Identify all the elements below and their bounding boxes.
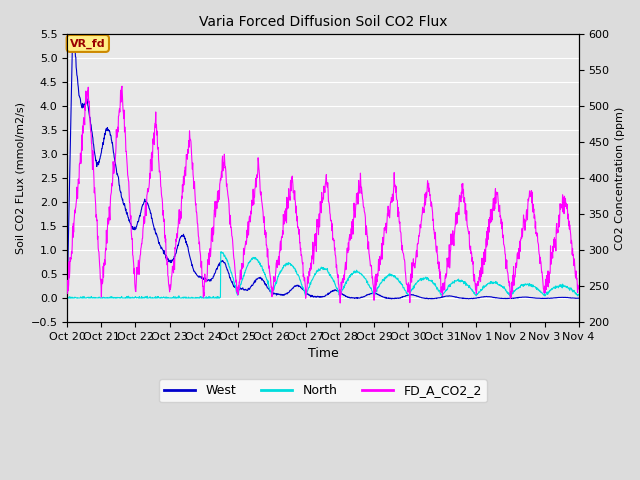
Legend: West, North, FD_A_CO2_2: West, North, FD_A_CO2_2 [159,379,487,402]
Title: Varia Forced Diffusion Soil CO2 Flux: Varia Forced Diffusion Soil CO2 Flux [198,15,447,29]
X-axis label: Time: Time [308,347,339,360]
Y-axis label: CO2 Concentration (ppm): CO2 Concentration (ppm) [615,107,625,250]
Y-axis label: Soil CO2 FLux (mmol/m2/s): Soil CO2 FLux (mmol/m2/s) [15,102,25,254]
Text: VR_fd: VR_fd [70,38,106,48]
